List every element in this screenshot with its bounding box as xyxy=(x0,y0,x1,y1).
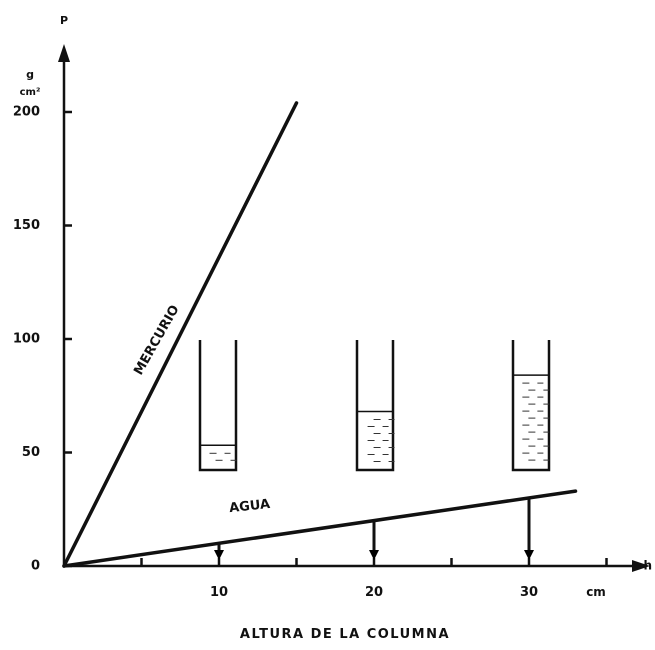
column-tubes xyxy=(198,340,551,472)
y-ticks: 0 50 100 150 200 xyxy=(13,105,72,574)
series-label-agua: AGUA xyxy=(228,497,270,516)
y-tick-label: 100 xyxy=(13,332,40,347)
series-label-mercurio: MERCURIO xyxy=(131,303,182,378)
axes xyxy=(58,44,650,572)
agua-markers xyxy=(214,497,534,560)
x-tick-label: 10 xyxy=(210,585,228,600)
tube-1 xyxy=(198,340,238,472)
x-tick-label: 30 xyxy=(520,585,538,600)
x-axis-arrowhead xyxy=(632,560,650,572)
pressure-arrow-head xyxy=(214,550,224,560)
x-unit-label: cm xyxy=(586,585,606,599)
x-ticks: 10 20 30 xyxy=(140,558,608,600)
y-axis-symbol: P xyxy=(60,14,68,27)
tube-outline xyxy=(511,340,551,472)
tube-outline xyxy=(355,340,395,472)
y-axis-arrowhead xyxy=(58,44,70,62)
x-axis-title: ALTURA DE LA COLUMNA xyxy=(240,627,450,642)
y-tick-label: 150 xyxy=(13,218,40,233)
tube-2 xyxy=(355,340,395,472)
x-axis-symbol: h xyxy=(643,559,652,573)
y-tick-label: 0 xyxy=(31,559,40,574)
pressure-arrow-head xyxy=(369,550,379,560)
series-line-agua xyxy=(62,489,578,568)
y-unit-bottom: cm² xyxy=(20,87,41,98)
y-unit-top: g xyxy=(26,68,34,81)
y-tick-label: 200 xyxy=(13,105,40,120)
tube-outline xyxy=(198,340,238,472)
pressure-arrow-head xyxy=(524,550,534,560)
y-tick-label: 50 xyxy=(22,445,40,460)
series-lines: MERCURIO AGUA xyxy=(62,101,578,568)
series-line-mercurio xyxy=(62,101,299,568)
tube-3 xyxy=(511,340,551,472)
x-tick-label: 20 xyxy=(365,585,383,600)
